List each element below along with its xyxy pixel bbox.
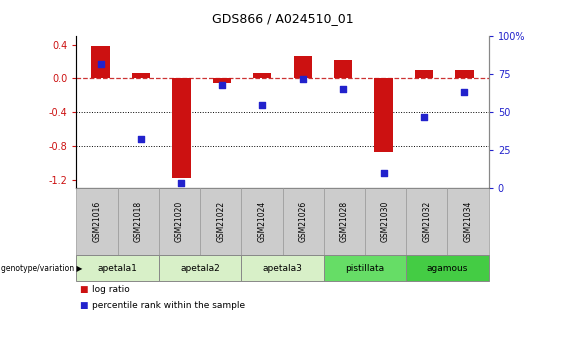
Point: [177, 181, 186, 186]
Text: ■: ■: [79, 285, 88, 294]
Text: GSM21030: GSM21030: [381, 201, 390, 242]
Bar: [172, 78, 190, 178]
Bar: [375, 78, 393, 152]
Point: [137, 137, 146, 142]
Text: genotype/variation ▶: genotype/variation ▶: [1, 264, 82, 273]
Bar: [253, 73, 271, 78]
Text: GSM21024: GSM21024: [258, 201, 266, 242]
Text: GSM21032: GSM21032: [423, 201, 431, 242]
Point: [379, 170, 388, 176]
Bar: [294, 56, 312, 78]
Point: [258, 102, 267, 107]
Point: [338, 87, 347, 92]
Text: apetala2: apetala2: [180, 264, 220, 273]
Text: GSM21020: GSM21020: [175, 201, 184, 242]
Text: GSM21018: GSM21018: [134, 201, 142, 242]
Text: GSM21034: GSM21034: [464, 201, 472, 242]
Text: GDS866 / A024510_01: GDS866 / A024510_01: [212, 12, 353, 25]
Text: apetala3: apetala3: [263, 264, 302, 273]
Text: percentile rank within the sample: percentile rank within the sample: [92, 301, 245, 310]
Bar: [415, 70, 433, 78]
Text: apetala1: apetala1: [98, 264, 137, 273]
Text: pistillata: pistillata: [345, 264, 385, 273]
Bar: [455, 70, 473, 78]
Point: [96, 61, 105, 66]
Bar: [132, 73, 150, 78]
Text: ■: ■: [79, 301, 88, 310]
Text: log ratio: log ratio: [92, 285, 129, 294]
Text: GSM21026: GSM21026: [299, 201, 307, 242]
Text: agamous: agamous: [427, 264, 468, 273]
Text: GSM21022: GSM21022: [216, 201, 225, 242]
Bar: [334, 60, 352, 78]
Point: [218, 82, 227, 88]
Point: [460, 90, 469, 95]
Text: GSM21016: GSM21016: [93, 201, 101, 242]
Point: [419, 114, 428, 119]
Point: [298, 76, 307, 81]
Text: GSM21028: GSM21028: [340, 201, 349, 242]
Bar: [92, 46, 110, 78]
Bar: [213, 78, 231, 82]
